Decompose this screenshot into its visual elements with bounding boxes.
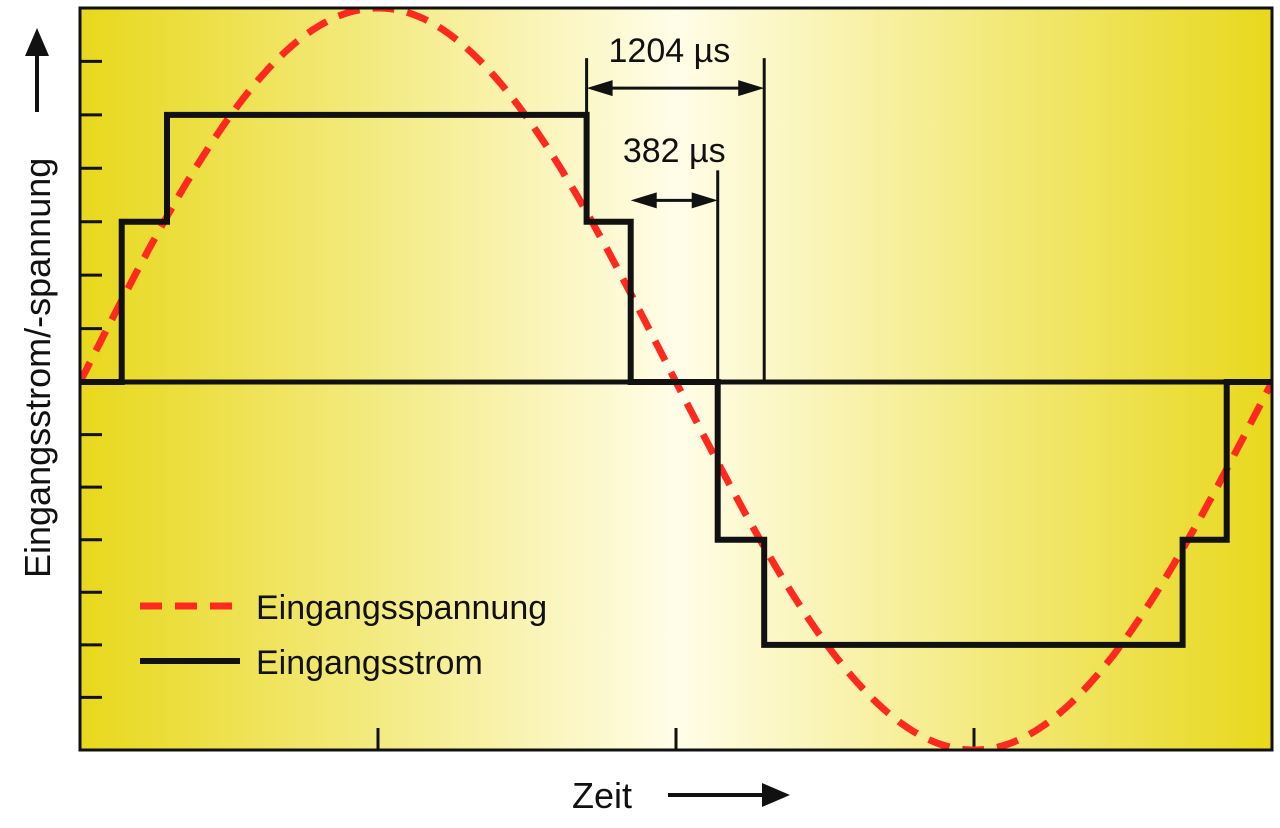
plot-frame	[78, 6, 1274, 752]
tick-marks	[80, 59, 976, 750]
legend: Eingangsspannung Eingangsstrom	[140, 589, 547, 682]
legend-label-current: Eingangsstrom	[256, 644, 483, 682]
legend-label-voltage: Eingangsspannung	[256, 589, 547, 627]
annotations: 1204 µs 382 µs	[585, 32, 766, 382]
y-axis-label: Eingangsstrom/-spannung	[17, 158, 58, 578]
y-axis-arrow-icon	[25, 28, 49, 112]
x-axis-label: Zeit	[572, 775, 632, 816]
dimension-label: 1204 µs	[609, 32, 731, 70]
dimension-1: 1204 µs	[585, 32, 766, 382]
dimension-2: 382 µs	[623, 132, 726, 382]
x-axis-arrow-icon	[668, 783, 790, 807]
dimension-label: 382 µs	[623, 132, 726, 170]
